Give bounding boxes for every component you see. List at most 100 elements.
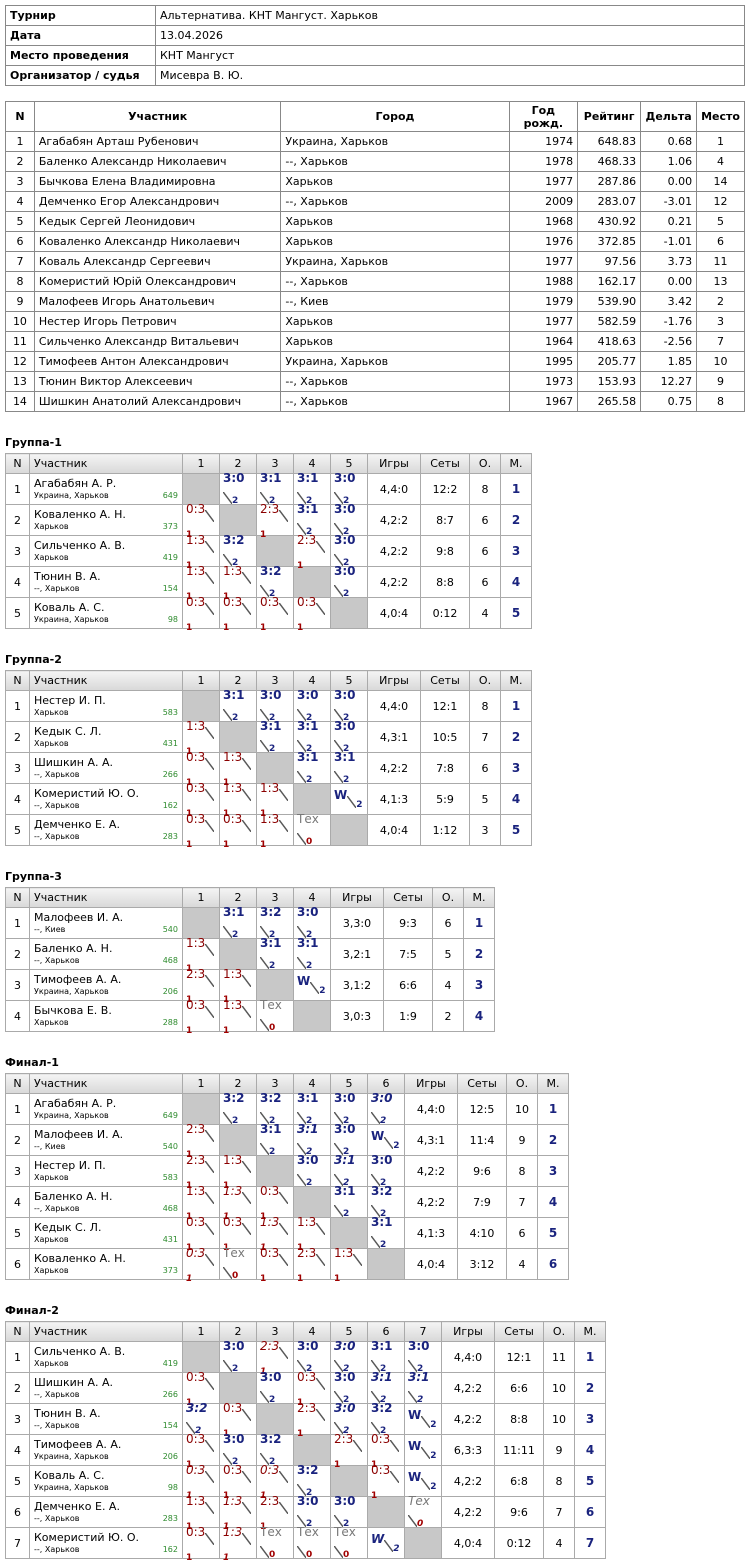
player-number: 5 [5,1465,30,1497]
slash [223,926,232,938]
cell: 8 [696,391,745,412]
match-points: 0 [417,1519,424,1529]
score-cell: 0:31 [367,1432,405,1470]
player-city: Украина, Харьков [34,1452,109,1461]
player-name: Бычкова Е. В. [34,1004,112,1017]
match-points: 2 [306,1147,313,1157]
score-cell: 3:1 2 [330,750,368,785]
info-row: Турнир Альтернатива. КНТ Мангуст. Харьков [5,5,745,26]
score: 3:1 [260,1122,282,1136]
score: 3:0 [408,1339,430,1353]
cell: Баленко Александр Николаевич [33,151,282,172]
score-cell: 3:2 2 [256,1091,294,1126]
score: 1:3 [223,564,243,578]
score: 2:3 [260,1494,280,1508]
player-rating: 206 [162,987,178,996]
info-label: Турнир [5,5,156,26]
games: 4,2:2 [441,1496,495,1528]
self-cell [219,1372,257,1404]
player-cell: Кедык С. Л. Харьков 431 [29,1217,183,1249]
player-cell: Тюнин В. А. --, Харьков 154 [29,1403,183,1435]
match-points: 1 [297,561,304,571]
column-header: 4 [293,670,331,691]
score-cell: 3:0 2 [330,471,368,506]
cell: 1973 [508,371,579,392]
player-name: Тюнин В. А. [34,570,101,583]
points: 4 [543,1527,575,1559]
cell: 3.73 [640,251,698,272]
slash [205,1440,215,1452]
match-points: 0 [343,1550,350,1560]
cell: 6 [5,231,35,252]
score-cell: 0:31 [182,1432,220,1470]
score: 3:2 [260,1432,282,1446]
score: 3:0 [334,533,356,547]
player-meta: Украина, Харьков 98 [34,1483,178,1492]
points: 11 [543,1341,575,1373]
info-value: Мисевра В. Ю. [155,65,745,86]
cell: Харьков [280,311,510,332]
cell: 648.83 [577,131,642,152]
games: 4,2:2 [367,504,421,536]
player-rating: 266 [162,1390,178,1399]
score-cell: 0:31 [219,1463,257,1501]
match-points: 2 [417,1364,424,1374]
column-header: Участник [33,101,282,132]
match-points: 2 [319,985,326,996]
player-name: Малофеев И. А. [34,911,124,924]
score-cell: 2:3 1 [256,502,294,540]
score: 3:1 [371,1339,393,1353]
cell: 13 [5,371,35,392]
player-rating: 468 [162,956,178,965]
score-cell: 3:0 2 [330,1091,368,1126]
self-cell [330,814,368,846]
player-city: --, Харьков [34,956,80,965]
player-cell: Агабабян А. Р. Украина, Харьков 649 [29,473,183,505]
match-points: 2 [269,1395,276,1405]
score: Тех [334,1525,356,1539]
cell: 14 [5,391,35,412]
column-header: Участник [29,453,183,474]
player-meta: Украина, Харьков 98 [34,615,178,624]
column-header: Сеты [420,453,470,474]
score: 3:1 [334,1153,356,1167]
player-number: 2 [5,504,30,536]
score: 3:1 [297,750,319,764]
cell: 1977 [508,311,579,332]
match-points: 1 [186,1026,193,1036]
player-meta: Украина, Харьков 206 [34,987,178,996]
score-cell: 1:31 [219,1494,257,1532]
player-city: --, Харьков [34,1514,80,1523]
player-city: Украина, Харьков [34,615,109,624]
cell: -2.56 [640,331,698,352]
player-row: 1 Агабабян А. Р. Украина, Харьков 649 3:22 3:… [5,1091,569,1126]
slash [242,1223,252,1235]
column-header: N [5,887,30,908]
participant-row: 7 Коваль Александр Сергеевич Украина, Харь… [5,251,745,272]
self-cell [367,1496,405,1528]
sets: 10:5 [420,721,470,753]
slash [408,1360,417,1372]
slash [347,795,357,808]
cell: 0.00 [640,271,698,292]
slash [279,1254,289,1266]
cell: 2 [5,151,35,172]
points: 9 [506,1124,538,1156]
score: 3:0 [334,1494,356,1508]
match-points: 2 [232,496,239,506]
slash [223,554,232,566]
info-value: КНТ Мангуст [155,45,745,66]
participant-row: 10 Нестер Игорь Петрович Харьков 1977 582.59… [5,311,745,332]
player-cell: Баленко А. Н. --, Харьков 468 [29,938,183,970]
participant-row: 5 Кедык Сергей Леонидович Харьков 1968 430.9… [5,211,745,232]
player-city: --, Харьков [34,832,80,841]
player-city: Харьков [34,1235,69,1244]
match-points: 1 [223,840,230,850]
place: 3 [537,1155,569,1187]
cell: 283.07 [577,191,642,212]
score-cell: 0:31 [219,1401,257,1439]
score: 1:3 [186,1184,206,1198]
column-header: 2 [219,453,257,474]
score-cell: 0:31 [182,750,220,788]
place: 1 [574,1341,606,1373]
